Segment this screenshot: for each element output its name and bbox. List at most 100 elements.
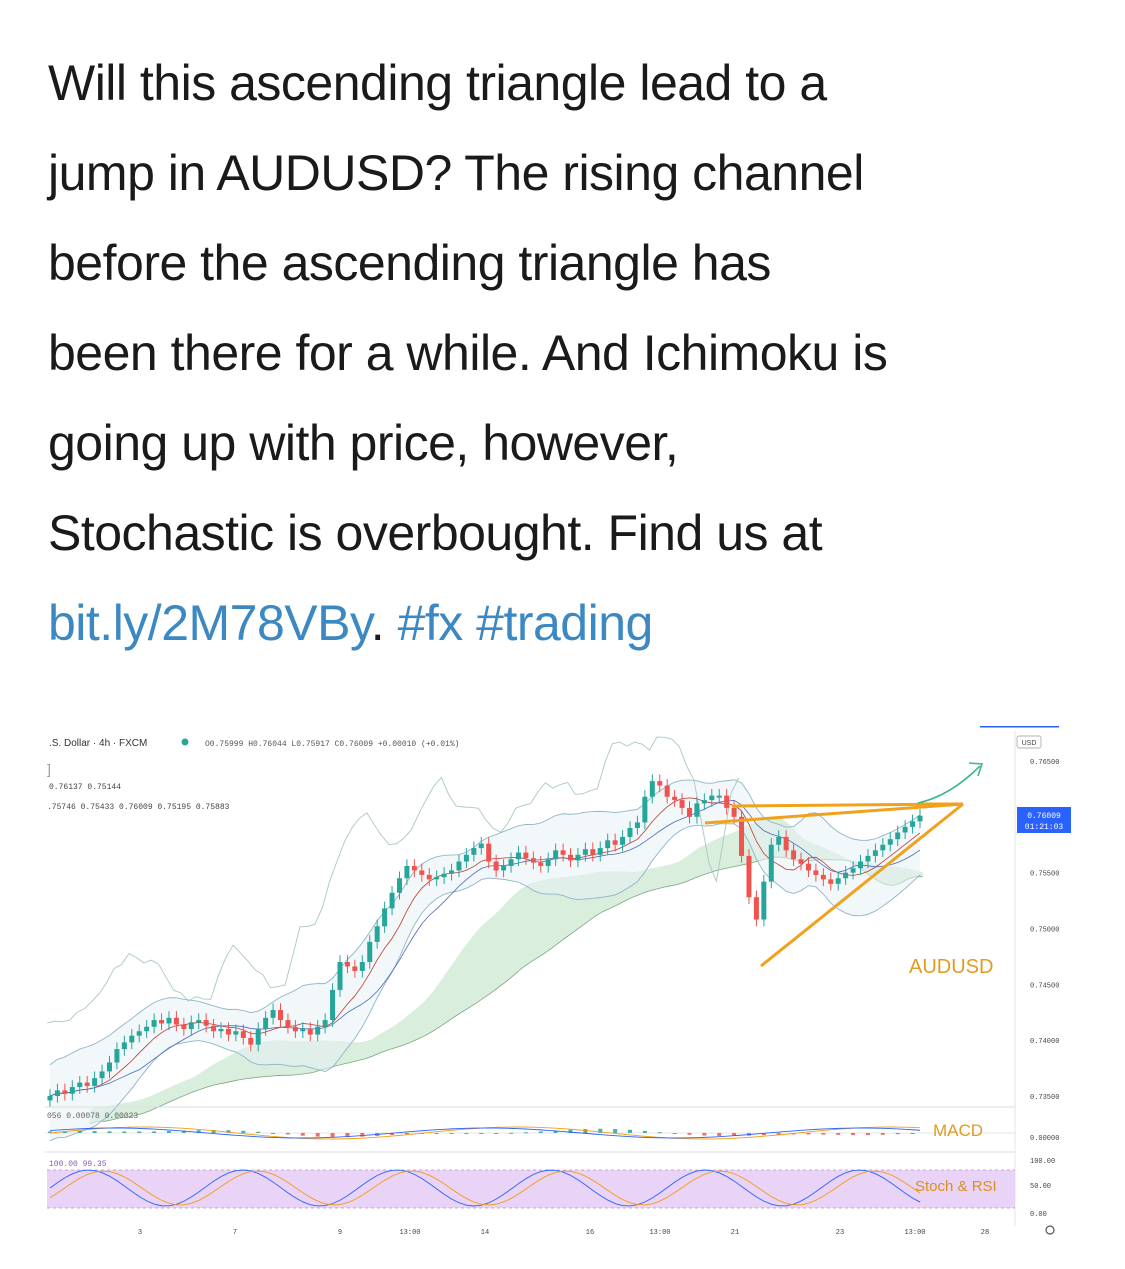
macd-histogram-bar [434,1133,439,1134]
candle-body [843,872,849,879]
time-tick-label: 14 [481,1229,489,1237]
candle-body [605,840,611,849]
candle-body [560,850,566,855]
candle-body [463,854,469,862]
tenkan-line [49,797,921,1097]
countdown-timer: 01:21:03 [1025,823,1064,832]
macd-histogram-bar [568,1129,573,1133]
currency-label: USD [1022,740,1037,747]
macd-histogram-bar [345,1133,350,1138]
candle-body [449,870,455,874]
kijun-line [49,799,921,1097]
collapse-icon[interactable]: ] [47,761,51,777]
candle-body [858,861,864,869]
breakout-arrow-head [968,762,984,777]
candle-body [159,1020,165,1024]
macd-histogram-bar [300,1133,305,1136]
tweet-line: Will this ascending triangle lead to a [48,55,827,111]
candle-body [820,874,826,880]
macd-histogram-bar [77,1130,82,1133]
candle-body [106,1062,112,1072]
chikou-span [47,736,740,1024]
candle-body [642,796,648,823]
candle-body [434,877,440,880]
macd-histogram-bar [464,1132,469,1134]
candle-body [701,800,707,804]
chart-image[interactable]: .S. Dollar · 4h · FXCM O0.75999 H0.76044… [45,724,1080,1246]
candle-body [263,1017,269,1029]
currency-box [1016,735,1042,749]
macd-histogram-bar [226,1130,231,1133]
stoch-d-line [49,1170,921,1206]
candle-body [77,1082,83,1088]
triangle-top-line [731,802,964,808]
trading-chart: .S. Dollar · 4h · FXCM O0.75999 H0.76044… [45,724,1071,1237]
candle-body [761,881,767,920]
candle-body [716,795,722,798]
candle-body [612,840,618,845]
candle-body [515,852,521,860]
macd-histogram-bar [910,1133,915,1134]
candle-body [731,807,737,817]
candle-body [620,836,626,845]
ohlc-readout: O0.75999 H0.76044 L0.75917 C0.76009 +0.0… [205,740,459,749]
candle-body [315,1026,321,1035]
candle-body [144,1026,150,1032]
price-tick-label: 0.73500 [1030,1094,1059,1102]
candle-body [285,1020,291,1027]
candle-body [114,1049,120,1063]
candle-body [62,1090,68,1094]
macd-histogram-bar [404,1133,409,1135]
tweet-text: Will this ascending triangle lead to a j… [48,38,1088,668]
settings-gear-icon[interactable] [1045,1225,1055,1235]
candle-body [181,1024,187,1029]
candle-body [746,855,752,898]
time-tick-label: 3 [138,1229,142,1237]
macd-histogram-bar [152,1131,157,1133]
candle-body [865,855,871,862]
macd-histogram-bar [315,1133,320,1137]
tweet-link[interactable]: bit.ly/2M78VBy [48,595,371,651]
candle-body [188,1022,194,1029]
candle-body [501,865,507,871]
time-tick-label: 16 [586,1229,594,1237]
macd-histogram-bar [479,1133,484,1134]
tweet-hashtags[interactable]: #fx #trading [397,595,654,651]
candle-body [322,1020,328,1027]
macd-histogram-bar [836,1133,841,1135]
tweet-line: jump in AUDUSD? The rising channel [48,145,864,201]
candle-body [54,1090,60,1096]
candle-body [530,858,536,863]
candle-body [895,832,901,840]
stoch-values: 100.00 99.35 [49,1160,107,1169]
stoch-tick-0: 0.00 [1030,1211,1047,1219]
macd-annotation: MACD [933,1121,983,1140]
candle-body [739,816,745,856]
macd-histogram-bar [494,1133,499,1134]
candle-body [270,1010,276,1018]
candle-body [568,854,574,861]
macd-histogram-bar [62,1131,67,1133]
candle-body [880,844,886,851]
stoch-k-line [49,1169,921,1207]
indicator-values-2: .75746 0.75433 0.76009 0.75195 0.75883 [47,803,230,812]
macd-histogram-bar [330,1133,335,1138]
breakout-arrow [917,765,981,804]
indicator-values-1: 0.76137 0.75144 [49,783,121,792]
candle-body [382,908,388,927]
candle-body [679,800,685,808]
candle-body [300,1029,306,1032]
candle-body [768,844,774,882]
tweet-line: before the ascending triangle has [48,235,771,291]
candle-body [173,1017,179,1025]
macd-histogram-bar [538,1131,543,1133]
candle-body [590,849,596,855]
candle-body [910,821,916,827]
macd-histogram-bar [880,1133,885,1135]
bollinger-fill [50,779,920,1141]
candle-body [129,1035,135,1043]
candle-body [441,873,447,878]
candle-body [471,848,477,855]
candle-body [389,892,395,909]
macd-histogram-bar [390,1133,395,1136]
